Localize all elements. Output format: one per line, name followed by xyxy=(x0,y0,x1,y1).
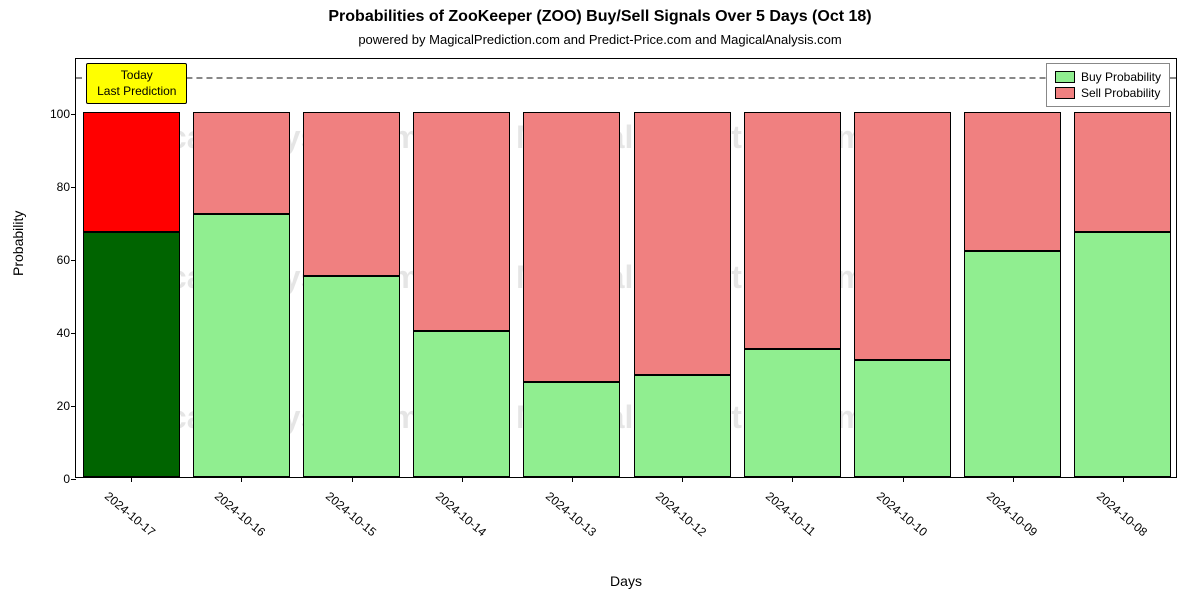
sell-bar xyxy=(634,112,731,375)
sell-bar xyxy=(413,112,510,331)
plot-area: MagicalAnalysis.com MagicalPrediction.co… xyxy=(75,58,1177,478)
buy-bar xyxy=(964,251,1061,477)
bar-group xyxy=(854,57,951,477)
x-tick-label: 2024-10-16 xyxy=(212,489,268,539)
chart-container: Probabilities of ZooKeeper (ZOO) Buy/Sel… xyxy=(0,0,1200,600)
x-tick-label: 2024-10-09 xyxy=(984,489,1040,539)
sell-bar xyxy=(964,112,1061,251)
y-axis-label: Probability xyxy=(10,256,26,276)
x-tick-mark xyxy=(903,477,904,482)
bar-group xyxy=(744,57,841,477)
buy-bar xyxy=(413,331,510,477)
bar-group xyxy=(193,57,290,477)
x-tick-mark xyxy=(352,477,353,482)
y-tick-mark xyxy=(71,187,76,188)
x-tick-mark xyxy=(792,477,793,482)
buy-bar xyxy=(634,375,731,477)
bar-group xyxy=(964,57,1061,477)
x-tick-label: 2024-10-15 xyxy=(323,489,379,539)
x-tick-label: 2024-10-11 xyxy=(763,489,818,539)
x-tick-mark xyxy=(241,477,242,482)
buy-bar xyxy=(744,349,841,477)
buy-bar xyxy=(83,232,180,477)
x-tick-mark xyxy=(131,477,132,482)
sell-bar xyxy=(744,112,841,349)
x-tick-label: 2024-10-17 xyxy=(102,489,158,539)
bar-group xyxy=(1074,57,1171,477)
y-tick-mark xyxy=(71,406,76,407)
sell-bar xyxy=(1074,112,1171,233)
sell-bar xyxy=(854,112,951,360)
bar-group xyxy=(413,57,510,477)
buy-bar xyxy=(1074,232,1171,477)
y-tick-mark xyxy=(71,333,76,334)
x-tick-mark xyxy=(462,477,463,482)
chart-subtitle: powered by MagicalPrediction.com and Pre… xyxy=(0,32,1200,47)
bar-group xyxy=(634,57,731,477)
y-tick-mark xyxy=(71,479,76,480)
y-tick-mark xyxy=(71,114,76,115)
bar-group xyxy=(523,57,620,477)
x-tick-label: 2024-10-08 xyxy=(1094,489,1150,539)
x-tick-mark xyxy=(572,477,573,482)
x-tick-label: 2024-10-13 xyxy=(543,489,599,539)
chart-title: Probabilities of ZooKeeper (ZOO) Buy/Sel… xyxy=(0,8,1200,26)
x-tick-mark xyxy=(1013,477,1014,482)
sell-bar xyxy=(523,112,620,382)
sell-bar xyxy=(83,112,180,233)
x-axis-label: Days xyxy=(75,573,1177,589)
bar-group xyxy=(83,57,180,477)
sell-bar xyxy=(193,112,290,214)
sell-bar xyxy=(303,112,400,276)
bar-group xyxy=(303,57,400,477)
buy-bar xyxy=(854,360,951,477)
x-tick-mark xyxy=(682,477,683,482)
x-tick-label: 2024-10-14 xyxy=(433,489,489,539)
x-tick-label: 2024-10-12 xyxy=(653,489,709,539)
x-tick-label: 2024-10-10 xyxy=(874,489,930,539)
buy-bar xyxy=(303,276,400,477)
buy-bar xyxy=(523,382,620,477)
buy-bar xyxy=(193,214,290,477)
y-tick-mark xyxy=(71,260,76,261)
x-tick-mark xyxy=(1123,477,1124,482)
